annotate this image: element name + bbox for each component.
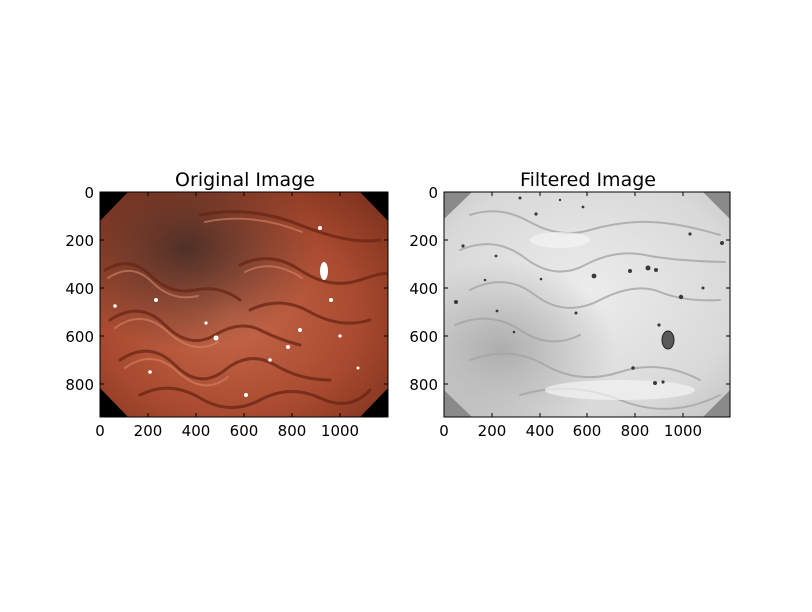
yticks-original: [100, 191, 388, 385]
panel-filtered: Filtered Image: [409, 169, 731, 440]
ytick-label: 200: [409, 232, 438, 250]
xticks-filtered: [443, 192, 684, 417]
xtick-label: 800: [621, 422, 650, 440]
xtick-label: 200: [478, 422, 507, 440]
ytick-label: 0: [428, 184, 438, 202]
ytick-label: 600: [409, 328, 438, 346]
ytick-label: 200: [65, 232, 94, 250]
xtick-label: 1000: [664, 422, 702, 440]
xtick-label: 0: [439, 422, 449, 440]
panel-original: Original Image: [65, 169, 389, 440]
xtick-label: 1000: [321, 422, 359, 440]
xtick-label: 400: [182, 422, 211, 440]
ytick-label: 800: [409, 376, 438, 394]
xtick-label: 600: [230, 422, 259, 440]
filtered-image: [444, 192, 730, 417]
ytick-label: 400: [409, 280, 438, 298]
xtick-label: 400: [526, 422, 555, 440]
title-original: Original Image: [175, 169, 315, 191]
ytick-label: 400: [65, 280, 94, 298]
ytick-label: 800: [65, 376, 94, 394]
xtick-label: 800: [278, 422, 307, 440]
ytick-label: 600: [65, 328, 94, 346]
original-image: [100, 192, 388, 417]
xtick-label: 200: [134, 422, 163, 440]
xtick-label: 0: [95, 422, 105, 440]
ytick-label: 0: [84, 184, 94, 202]
yticks-filtered: [444, 191, 730, 385]
title-filtered: Filtered Image: [520, 169, 656, 191]
xticks-original: [99, 192, 341, 417]
xtick-label: 600: [573, 422, 602, 440]
